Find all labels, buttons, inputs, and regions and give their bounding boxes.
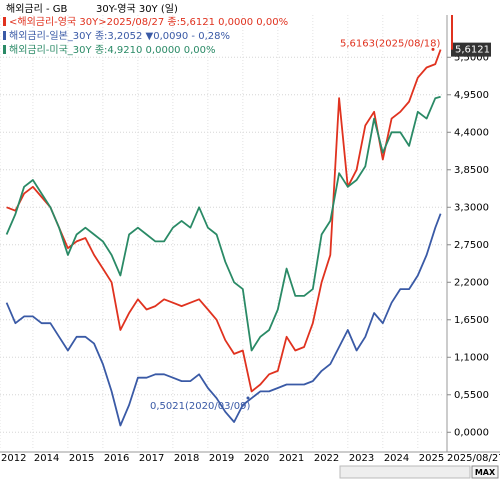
x-tick-label: 2023 <box>349 453 374 464</box>
y-tick-label: 2,7500 <box>454 240 489 251</box>
series-line <box>5 95 441 352</box>
annotation: 0,5021(2020/03/09) <box>150 401 251 412</box>
y-tick-label: 2,2000 <box>454 277 489 288</box>
x-tick-label: 2018 <box>174 453 199 464</box>
annotation-point <box>431 47 435 51</box>
legend-label: 해외금리-미국_30Y 종:4,9210 0,0000 0,00% <box>9 43 216 56</box>
legend-label: 해외금리-일본_30Y 종:3,2052 ▼0,0090 - 0,28% <box>9 29 230 42</box>
x-tick-label: 2016 <box>104 453 129 464</box>
annotation-point <box>246 396 250 400</box>
max-button-label[interactable]: MAX <box>475 468 496 477</box>
x-tick-label: 2017 <box>139 453 164 464</box>
y-tick-label: 1,6500 <box>454 315 489 326</box>
y-tick-label: 5,5000 <box>454 52 489 63</box>
x-tick-label: 2014 <box>34 453 59 464</box>
last-value-tag <box>451 42 491 57</box>
annotation: 5,6163(2025/08/18) <box>340 38 441 49</box>
chart-title: 해외금리 - GB <box>6 2 68 15</box>
series-line <box>6 49 442 393</box>
y-tick-label: 4,4000 <box>454 127 489 138</box>
legend-label: <해외금리-영국 30Y>2025/08/27 종:5,6121 0,0000 … <box>9 15 288 28</box>
y-tick-label: 1,1000 <box>454 352 489 363</box>
x-tick-label: 2024 <box>384 453 409 464</box>
x-tick-label: 2015 <box>69 453 94 464</box>
y-tick-label: 0,0000 <box>454 427 489 438</box>
legend-swatch <box>3 17 6 26</box>
max-button[interactable] <box>471 465 499 479</box>
y-tick-label: 0,5500 <box>454 390 489 401</box>
scrollbar[interactable] <box>339 465 471 479</box>
last-value-tag-label: 5,6121 <box>455 45 490 56</box>
chart-subtitle: 30Y-영국 30Y (일) <box>96 3 178 15</box>
y-tick-label: 3,8500 <box>454 165 489 176</box>
x-tick-label: 2025 <box>419 453 444 464</box>
x-tick-label: 2022 <box>314 453 339 464</box>
x-tick-label: 2012 <box>1 453 26 464</box>
legend-swatch <box>3 31 6 40</box>
y-tick-label: 4,9500 <box>454 90 489 101</box>
y-tick-label: 3,3000 <box>454 202 489 213</box>
x-tick-label: 2021 <box>279 453 304 464</box>
x-end-label: 2025/08/27 <box>447 453 500 464</box>
series-line <box>5 213 442 427</box>
legend-swatch <box>3 45 6 54</box>
x-tick-label: 2020 <box>244 453 269 464</box>
x-tick-label: 2019 <box>209 453 234 464</box>
